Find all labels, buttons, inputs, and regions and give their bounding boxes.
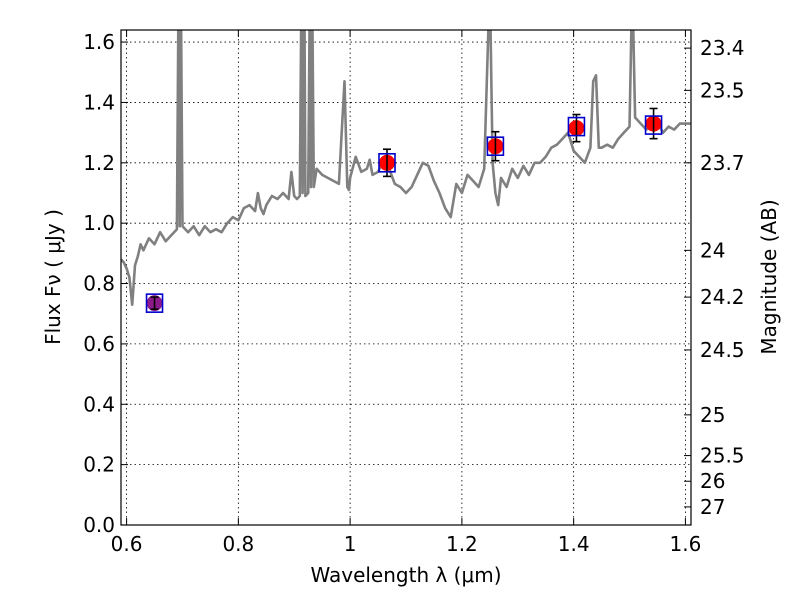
plot-frame <box>120 29 692 526</box>
photometry-layer <box>145 107 663 313</box>
x-tick-label: 1.4 <box>558 532 590 556</box>
y2-axis-label: Magnitude (AB) <box>757 199 781 354</box>
model-spectrum-layer <box>121 30 691 307</box>
y2-tick-label: 26 <box>700 469 725 493</box>
model-photometry-square <box>145 293 164 313</box>
model-spectrum-line <box>121 30 691 307</box>
x-tick-label: 1 <box>344 532 357 556</box>
y2-tick-label: 25.5 <box>700 444 745 468</box>
y-tick-label: 0.0 <box>83 513 115 537</box>
y-tick-label: 1.0 <box>83 211 115 235</box>
y2-tick-label: 24.2 <box>700 285 745 309</box>
y2-tick-label: 24 <box>700 238 725 262</box>
plot-background <box>121 30 691 525</box>
axis-ticks: 0.6 0.8 1 1.2 1.4 1.6 0.0 0.2 0.4 0.6 0.8 1.0 1.2 1.4… <box>83 30 745 556</box>
model-photometry-square <box>644 115 663 135</box>
y2-tick-label: 25 <box>700 403 725 427</box>
y-tick-label: 0.6 <box>83 332 115 356</box>
y-tick-label: 0.4 <box>83 392 115 416</box>
x-axis-label: Wavelength λ (μm) <box>310 563 501 587</box>
y2-tick-label: 24.5 <box>700 338 745 362</box>
model-photometry-square <box>567 116 586 137</box>
x-tick-label: 1.6 <box>670 532 702 556</box>
x-tick-label: 0.6 <box>111 532 143 556</box>
y2-tick-label: 23.7 <box>700 151 745 175</box>
x-tick-label: 1.2 <box>446 532 478 556</box>
y-tick-label: 1.2 <box>83 151 115 175</box>
model-photometry-square <box>486 136 505 157</box>
model-photometry-square <box>378 153 396 173</box>
y-axis-label: Flux Fν ( μJy ) <box>41 209 65 345</box>
y-tick-label: 1.4 <box>83 90 115 114</box>
y2-tick-label: 23.5 <box>700 78 745 102</box>
y2-tick-label: 23.4 <box>700 36 745 60</box>
y-tick-label: 0.2 <box>83 453 115 477</box>
y-tick-label: 1.6 <box>83 30 115 54</box>
x-tick-label: 0.8 <box>222 532 254 556</box>
y-tick-label: 0.8 <box>83 272 115 296</box>
y2-tick-label: 27 <box>700 495 725 519</box>
